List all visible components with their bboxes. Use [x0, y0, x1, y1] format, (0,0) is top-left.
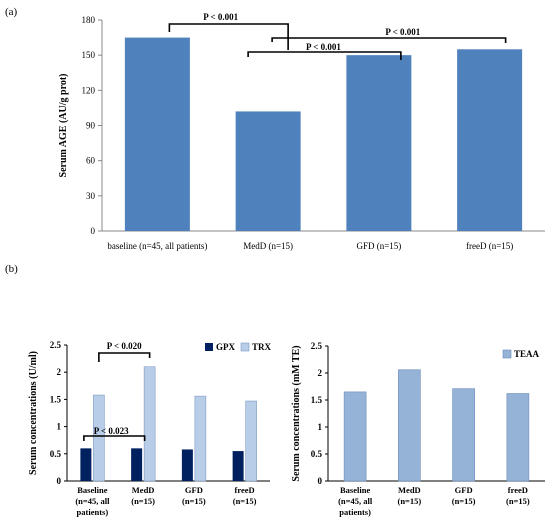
br-category-label: freeD [508, 485, 528, 495]
bl-y-tick-label: 2 [57, 367, 62, 377]
bl-y-axis-label: Serum concentrations (U/ml) [28, 351, 39, 475]
br-y-tick-label: 1 [318, 422, 323, 432]
bl-y-tick-label: 0.5 [50, 449, 62, 459]
a-bar [235, 111, 301, 231]
br-category-label: patients) [339, 507, 371, 517]
bl-pvalue-gpx-label: P < 0.023 [94, 426, 129, 436]
bl-legend-swatch-trx [240, 342, 250, 352]
bl-legend-label-trx: TRX [252, 342, 272, 352]
panel-label-b: (b) [5, 263, 18, 275]
bl-y-tick-label: 2.5 [50, 340, 62, 350]
bl-bar-trx [93, 394, 105, 482]
bl-bar-trx [194, 395, 207, 482]
br-category-label: MedD [398, 485, 421, 495]
bl-category-label: (n=15) [182, 496, 206, 506]
br-legend-swatch-teaa [502, 349, 512, 359]
bl-category-label: freeD [235, 485, 255, 495]
a-bar [124, 37, 190, 232]
bl-category-label: (n=15) [131, 496, 155, 506]
bl-category-label: GFD [185, 485, 203, 495]
br-y-axis-label: Serum concentrations (mM TE) [291, 345, 302, 481]
a-pvalue-1-3-label: P < 0.001 [385, 27, 420, 37]
bl-bar-gpx [80, 448, 92, 481]
bl-category-label: Baseline [77, 485, 107, 495]
br-category-label: (n=45, all [338, 496, 373, 506]
a-y-tick-label: 60 [86, 156, 96, 166]
br-y-tick-label: 2 [318, 368, 323, 378]
bl-category-label: patients) [77, 507, 109, 517]
bl-bar-trx [245, 400, 257, 482]
a-y-tick-label: 120 [82, 85, 96, 95]
bl-y-tick-label: 1.5 [50, 394, 62, 404]
bl-category-label: (n=15) [233, 496, 257, 506]
a-y-tick-label: 150 [82, 50, 96, 60]
bl-legend-swatch-gpx [205, 343, 213, 351]
bl-pvalue-trx-line [98, 352, 151, 362]
br-category-label: GFD [455, 485, 473, 495]
a-pvalue-1-3-line [271, 37, 507, 43]
a-y-tick-label: 30 [86, 191, 96, 201]
bl-y-tick-label: 0 [57, 476, 62, 486]
a-pvalue-0-1-label: P < 0.001 [203, 12, 238, 22]
bl-category-label: (n=45, all [75, 496, 110, 506]
br-category-label: (n=15) [452, 496, 476, 506]
br-y-tick-label: 1.5 [311, 395, 323, 405]
br-y-tick-label: 2.5 [311, 341, 323, 351]
br-bar-teaa [452, 388, 475, 482]
br-y-tick-label: 0.5 [311, 449, 323, 459]
bl-legend-label-gpx: GPX [216, 342, 235, 352]
br-category-label: (n=15) [506, 496, 530, 506]
a-pvalue-1-2-line [247, 51, 402, 60]
br-bar-teaa [506, 393, 530, 482]
br-legend-label-teaa: TEAA [514, 349, 540, 359]
br-bar-teaa [343, 391, 367, 482]
bl-bar-gpx [232, 451, 244, 481]
a-y-axis-label: Serum AGE (AU/g prot) [58, 74, 69, 178]
bl-bar-gpx [131, 448, 143, 481]
bl-category-label: MedD [132, 485, 155, 495]
bl-bar-trx [143, 366, 156, 482]
br-category-label: (n=15) [398, 496, 422, 506]
a-y-tick-label: 180 [82, 15, 96, 25]
br-y-tick-label: 0 [318, 476, 323, 486]
bl-pvalue-gpx-line [83, 435, 146, 441]
a-pvalue-0-1-line [168, 23, 289, 50]
bl-y-tick-label: 1 [57, 422, 62, 432]
panel-label-a: (a) [5, 6, 18, 18]
a-y-tick-label: 0 [91, 226, 96, 236]
bl-bar-gpx [181, 449, 193, 481]
a-category-label: baseline (n=45, all patients) [107, 241, 207, 251]
a-category-label: freeD (n=15) [466, 241, 513, 251]
a-pvalue-1-2-label: P < 0.001 [306, 42, 341, 52]
bl-pvalue-trx-label: P < 0.020 [107, 341, 142, 351]
br-category-label: Baseline [340, 485, 370, 495]
a-category-label: GFD (n=15) [356, 241, 401, 251]
br-bar-teaa [398, 369, 421, 482]
a-category-label: MedD (n=15) [243, 241, 293, 251]
a-bar [346, 55, 412, 231]
a-bar [457, 49, 523, 231]
a-y-tick-label: 90 [86, 121, 96, 131]
